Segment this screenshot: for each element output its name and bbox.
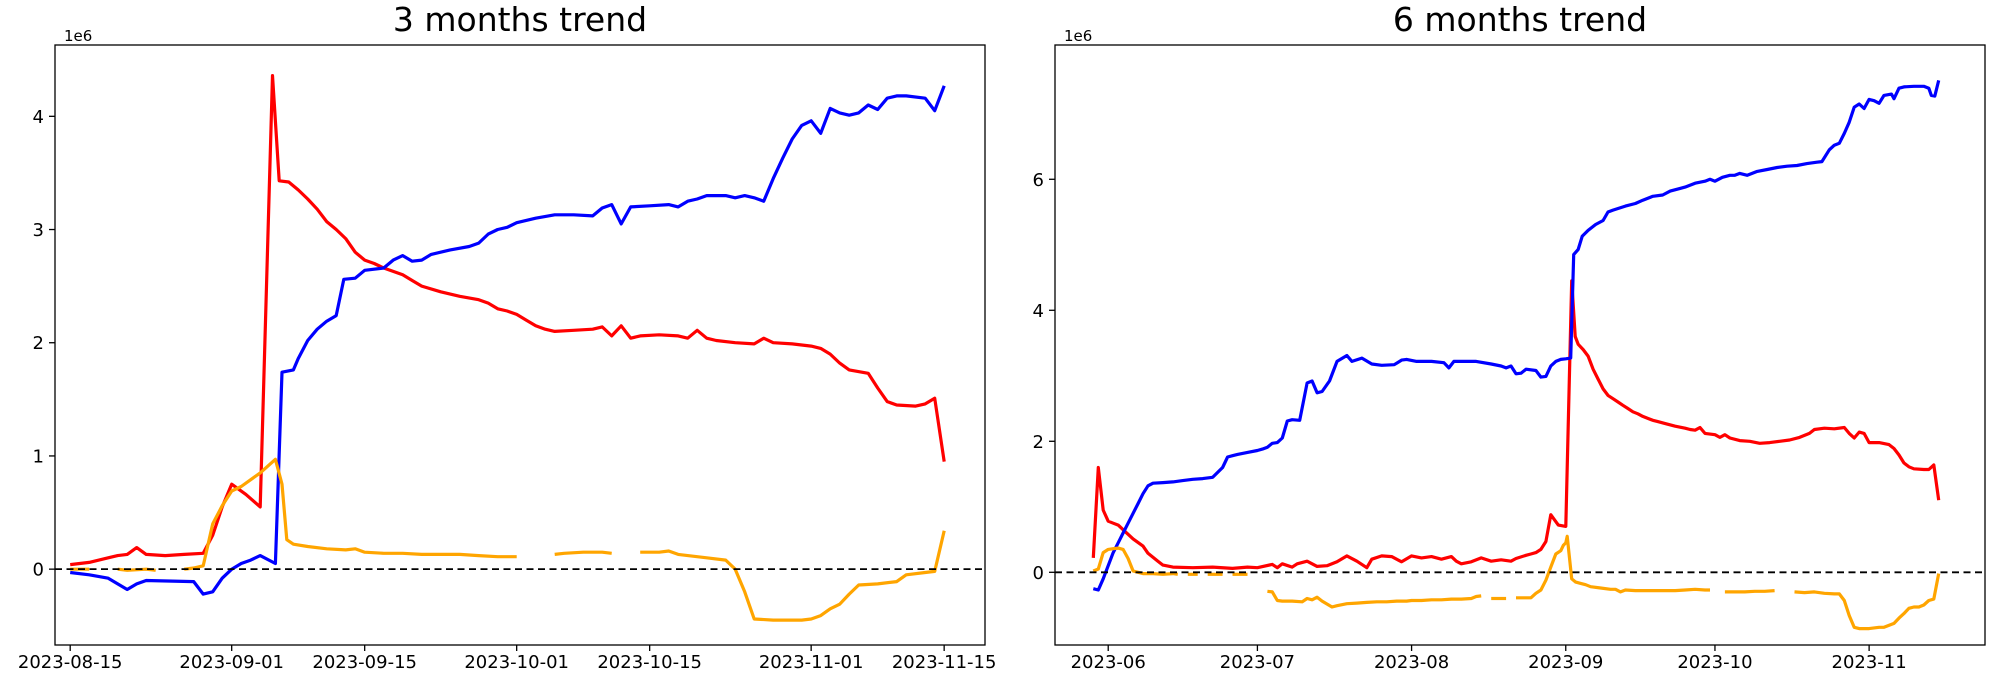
x-tick-label: 2023-09 [1528,652,1603,673]
y-tick-label: 0 [33,560,44,581]
series-orange-line [183,457,517,571]
y-tick-label: 2 [33,333,44,354]
y-tick-label: 0 [1033,563,1044,584]
y-tick-label: 6 [1033,170,1044,191]
x-tick-label: 2023-08 [1374,652,1449,673]
x-tick-label: 2023-06 [1071,652,1146,673]
chart-title: 3 months trend [392,0,648,39]
axes-frame [54,44,986,646]
series-blue-line [70,85,946,596]
series-orange-line [1516,534,1710,600]
x-tick-label: 2023-07 [1220,652,1295,673]
series-red-line [70,73,946,567]
y-tick-label: 2 [1033,432,1044,453]
x-tick-label: 2023-11-15 [892,652,997,673]
series-orange-line [1724,589,1775,594]
x-tick-label: 2023-08-15 [18,652,123,673]
x-tick-label: 2023-11 [1832,652,1907,673]
x-tick-label: 2023-10-15 [597,652,702,673]
y-tick-label: 4 [1033,301,1044,322]
x-tick-label: 2023-09-01 [179,652,284,673]
x-tick-label: 2023-09-15 [312,652,417,673]
series-red-line [1091,279,1941,571]
x-tick-label: 2023-11-01 [759,652,864,673]
series-blue-line [1092,80,1941,592]
x-tick-label: 2023-10 [1677,652,1752,673]
series-orange-line [640,530,946,622]
y-axis-offset-label: 1e6 [1064,27,1092,45]
y-tick-label: 3 [33,220,44,241]
chart-title: 6 months trend [1392,0,1648,39]
y-axis-offset-label: 1e6 [64,27,92,45]
series-orange-line [1267,589,1482,609]
series-orange-line [1794,573,1941,631]
series-orange-line [554,550,612,556]
y-tick-label: 4 [33,107,44,128]
y-tick-label: 1 [33,446,44,467]
x-tick-label: 2023-10-01 [464,652,569,673]
series-orange-line [1092,546,1179,576]
axes-frame [1054,44,1986,646]
